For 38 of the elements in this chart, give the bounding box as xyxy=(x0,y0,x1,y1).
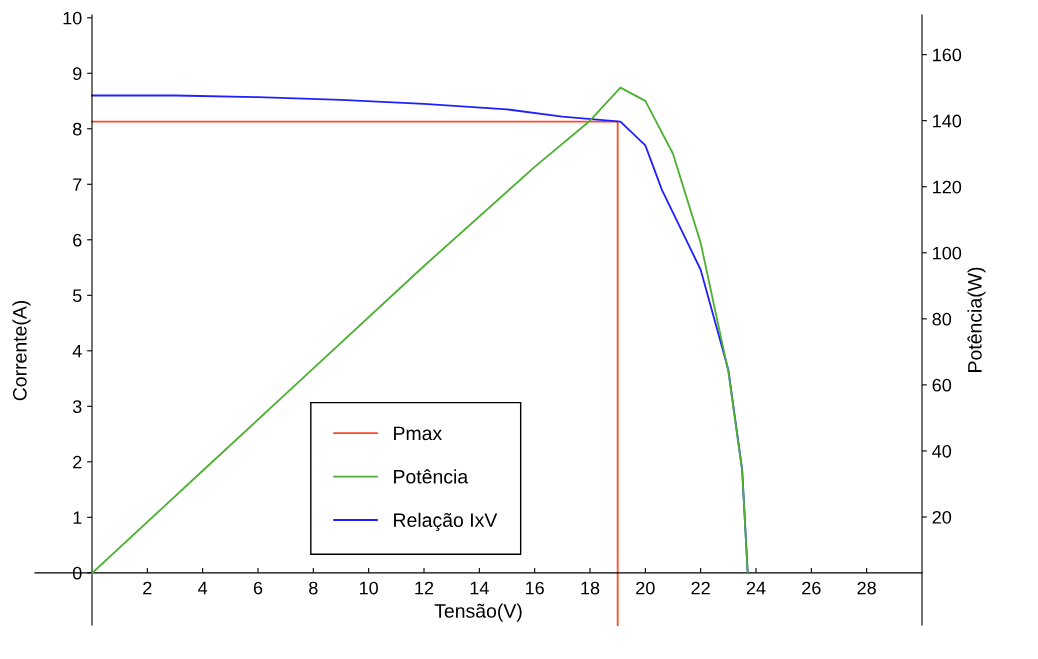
x-tick-label: 18 xyxy=(581,581,600,595)
y2-tick-label: 80 xyxy=(932,312,952,326)
x-tick-label: 2 xyxy=(143,581,152,595)
x-tick-label: 8 xyxy=(309,581,318,595)
x-tick-label: 26 xyxy=(802,581,821,595)
y-tick-label: 8 xyxy=(73,122,82,136)
x-tick-label: 20 xyxy=(636,581,655,595)
x-tick-label: 14 xyxy=(470,581,489,595)
y2-axis-title: Potência(W) xyxy=(967,267,986,372)
y-tick-label: 6 xyxy=(73,233,82,247)
y-tick-label: 5 xyxy=(72,289,82,303)
x-axis-title: Tensão(V) xyxy=(434,603,522,622)
y-tick-label: 10 xyxy=(63,11,82,25)
y-tick-label: 3 xyxy=(72,400,82,414)
y2-tick-label: 140 xyxy=(933,114,962,128)
y2-tick-label: 100 xyxy=(933,246,962,260)
x-tick-label: 22 xyxy=(691,581,710,595)
x-tick-label: 6 xyxy=(253,581,263,595)
legend-label: Relação IxV xyxy=(394,512,498,531)
x-tick-label: 28 xyxy=(857,581,876,595)
y2-tick-label: 20 xyxy=(932,510,952,524)
y-tick-label: 1 xyxy=(73,511,82,524)
y2-tick-label: 60 xyxy=(932,378,952,392)
x-tick-label: 12 xyxy=(415,581,434,595)
y2-tick-label: 120 xyxy=(933,180,962,194)
y-tick-label: 7 xyxy=(73,178,82,191)
legend-label: Pmax xyxy=(394,426,442,441)
y-tick-label: 2 xyxy=(73,455,82,469)
x-tick-label: 16 xyxy=(526,581,544,595)
x-tick-label: 24 xyxy=(746,581,766,595)
legend-label: Potência xyxy=(394,469,469,484)
y-tick-label: 9 xyxy=(73,67,82,80)
y2-tick-label: 160 xyxy=(933,48,962,62)
y-tick-label: 4 xyxy=(72,344,82,358)
x-tick-label: 4 xyxy=(198,581,208,595)
y2-tick-label: 40 xyxy=(932,444,952,458)
x-tick-label: 10 xyxy=(360,581,378,595)
y-axis-title: Corrente(A) xyxy=(12,300,31,401)
